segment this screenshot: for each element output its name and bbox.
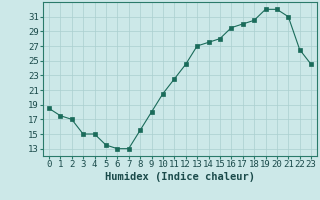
X-axis label: Humidex (Indice chaleur): Humidex (Indice chaleur) <box>105 172 255 182</box>
